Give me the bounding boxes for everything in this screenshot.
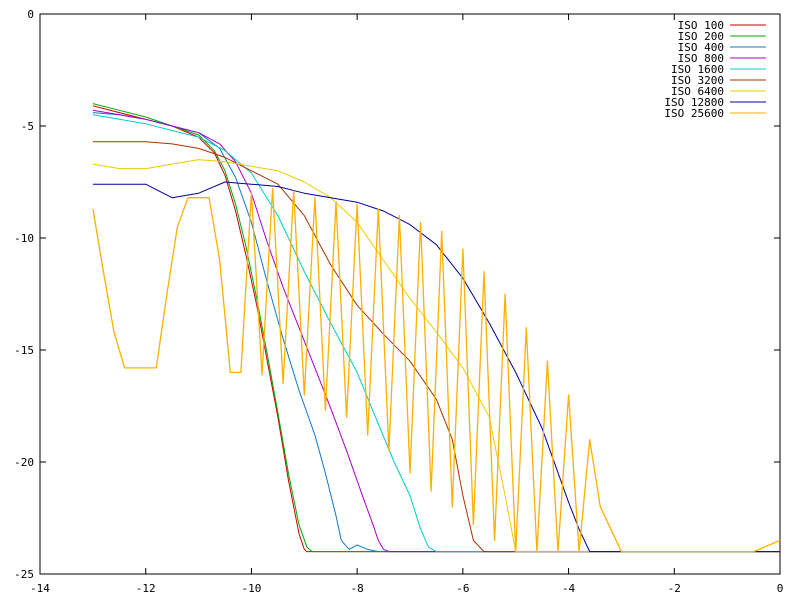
legend-label: ISO 100 [678, 19, 724, 32]
legend-label: ISO 3200 [671, 74, 724, 87]
y-tick-label: -25 [14, 568, 34, 581]
x-tick-label: -6 [456, 582, 469, 595]
series-line-iso-25600 [92, 188, 781, 553]
x-tick-label: -14 [30, 582, 50, 595]
y-tick-label: 0 [27, 8, 34, 21]
series-line-iso-800 [92, 109, 780, 553]
legend-label: ISO 12800 [664, 96, 724, 109]
series-line-iso-200 [92, 103, 780, 553]
legend-label: ISO 6400 [671, 85, 724, 98]
axis-ticks: -14 -12 -10 -8 -6 -4 -2 00-5-10-15-20-25 [14, 8, 783, 595]
plot-frame [39, 13, 781, 575]
series-line-iso-1600 [92, 114, 780, 553]
legend-label: ISO 400 [678, 41, 724, 54]
series-lines [92, 103, 781, 553]
x-tick-label: -2 [668, 582, 681, 595]
legend-label: ISO 200 [678, 30, 724, 43]
series-line-iso-100 [92, 105, 780, 553]
legend-label: ISO 25600 [664, 107, 724, 120]
x-tick-label: -8 [351, 582, 364, 595]
x-tick-label: -12 [136, 582, 156, 595]
x-tick-label: 0 [777, 582, 784, 595]
y-tick-label: -10 [14, 232, 34, 245]
x-tick-label: -4 [562, 582, 576, 595]
legend-label: ISO 1600 [671, 63, 724, 76]
legend-label: ISO 800 [678, 52, 724, 65]
series-line-iso-3200 [92, 141, 780, 553]
y-tick-label: -15 [14, 344, 34, 357]
y-tick-label: -20 [14, 456, 34, 469]
y-tick-label: -5 [21, 120, 34, 133]
series-line-iso-12800 [92, 181, 780, 553]
x-tick-label: -10 [241, 582, 261, 595]
